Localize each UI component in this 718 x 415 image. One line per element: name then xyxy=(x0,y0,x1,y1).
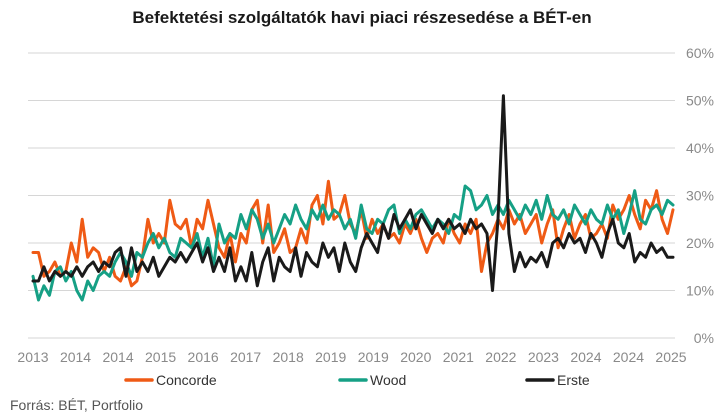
gridlines xyxy=(28,52,675,339)
series-line-wood xyxy=(31,184,675,302)
x-tick-label: 2020 xyxy=(400,349,431,365)
series-lines xyxy=(31,94,675,302)
x-tick-label: 2016 xyxy=(188,349,219,365)
legend-label-erste: Erste xyxy=(557,372,590,388)
y-tick-label: 10% xyxy=(686,283,714,299)
legend-label-concorde: Concorde xyxy=(156,372,217,388)
legend-label-wood: Wood xyxy=(370,372,406,388)
y-tick-label: 20% xyxy=(686,235,714,251)
x-tick-label: 2023 xyxy=(528,349,559,365)
x-tick-label: 2024 xyxy=(570,349,601,365)
x-tick-label: 2019 xyxy=(315,349,346,365)
series-line-erste xyxy=(31,94,675,292)
x-tick-label: 2018 xyxy=(273,349,304,365)
x-tick-label: 2021 xyxy=(443,349,474,365)
chart-title: Befektetési szolgáltatók havi piaci rész… xyxy=(132,8,591,27)
legend: Concorde Wood Erste xyxy=(124,372,590,388)
x-tick-label: 2013 xyxy=(17,349,48,365)
y-tick-label: 0% xyxy=(694,330,714,346)
x-tick-label: 2024 xyxy=(613,349,644,365)
x-tick-label: 2014 xyxy=(60,349,91,365)
y-tick-label: 40% xyxy=(686,140,714,156)
y-tick-label: 50% xyxy=(686,93,714,109)
x-tick-label: 2014 xyxy=(102,349,133,365)
x-tick-label: 2017 xyxy=(230,349,261,365)
y-tick-label: 60% xyxy=(686,45,714,61)
x-tick-label: 2022 xyxy=(485,349,516,365)
source-note: Forrás: BÉT, Portfolio xyxy=(10,397,143,413)
x-tick-label: 2019 xyxy=(358,349,389,365)
x-tick-label: 2015 xyxy=(145,349,176,365)
x-tick-label: 2025 xyxy=(655,349,686,365)
y-axis-ticks: 0% 10% 20% 30% 40% 50% 60% xyxy=(686,45,714,346)
y-tick-label: 30% xyxy=(686,188,714,204)
x-axis-ticks: 2013 2014 2014 2015 2016 2017 2018 2019 2019 2020… xyxy=(17,349,686,365)
